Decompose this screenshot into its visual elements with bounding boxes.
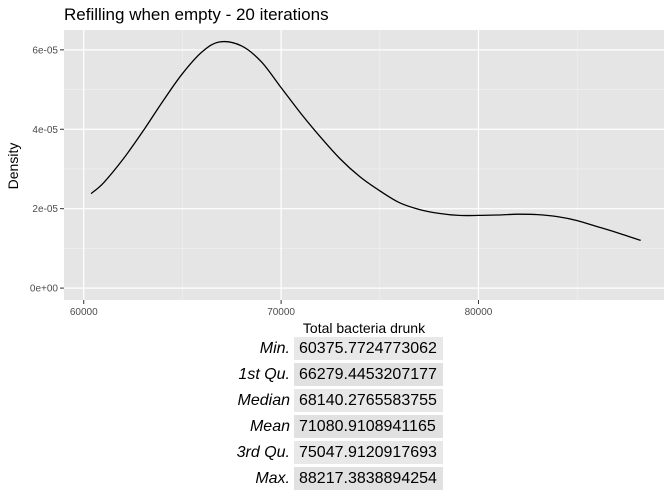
- grid-lines: [64, 30, 664, 300]
- summary-stat-label: Max.: [255, 469, 290, 487]
- summary-row: Median 68140.2765583755: [0, 389, 443, 412]
- plot-panel: [64, 30, 664, 300]
- summary-row: Min. 60375.7724773062: [0, 337, 443, 360]
- y-tick-label: 0e+00: [30, 284, 59, 295]
- x-tick-label: 60000: [70, 307, 98, 318]
- summary-stat-label: Mean: [249, 417, 290, 435]
- x-axis-title: Total bacteria drunk: [303, 320, 426, 334]
- summary-stat-value: 66279.4453207177: [294, 363, 443, 386]
- density-curve: [90, 40, 641, 242]
- summary-stat-value: 71080.9108941165: [294, 415, 443, 438]
- y-tick-label: 4e-05: [32, 125, 58, 136]
- chart-title: Refilling when empty - 20 iterations: [64, 5, 329, 24]
- summary-row: 3rd Qu. 75047.9120917693: [0, 441, 443, 464]
- summary-stat-label: Min.: [259, 339, 290, 357]
- summary-stat-label: 3rd Qu.: [236, 443, 290, 461]
- y-axis-title: Density: [5, 143, 21, 190]
- y-tick-label: 6e-05: [32, 45, 58, 56]
- summary-stat-label: 1st Qu.: [238, 365, 290, 383]
- summary-row: 1st Qu. 66279.4453207177: [0, 363, 443, 386]
- summary-stat-value: 88217.3838894254: [294, 467, 443, 490]
- summary-stat-value: 75047.9120917693: [294, 441, 443, 464]
- axis-ticks: 60000 70000 80000 0e+00 2e-05 4e-05 6e-05: [30, 45, 493, 318]
- summary-table: Min. 60375.7724773062 1st Qu. 66279.4453207…: [0, 334, 443, 493]
- x-tick-label: 80000: [465, 307, 493, 318]
- summary-row: Mean 71080.9108941165: [0, 415, 443, 438]
- density-chart: Refilling when empty - 20 iterations 600…: [5, 5, 664, 334]
- summary-stat-value: 60375.7724773062: [294, 337, 443, 360]
- summary-stat-value: 68140.2765583755: [294, 389, 443, 412]
- summary-row: Max. 88217.3838894254: [0, 467, 443, 490]
- summary-stat-label: Median: [237, 391, 290, 409]
- y-tick-label: 2e-05: [32, 204, 58, 215]
- x-tick-label: 70000: [267, 307, 295, 318]
